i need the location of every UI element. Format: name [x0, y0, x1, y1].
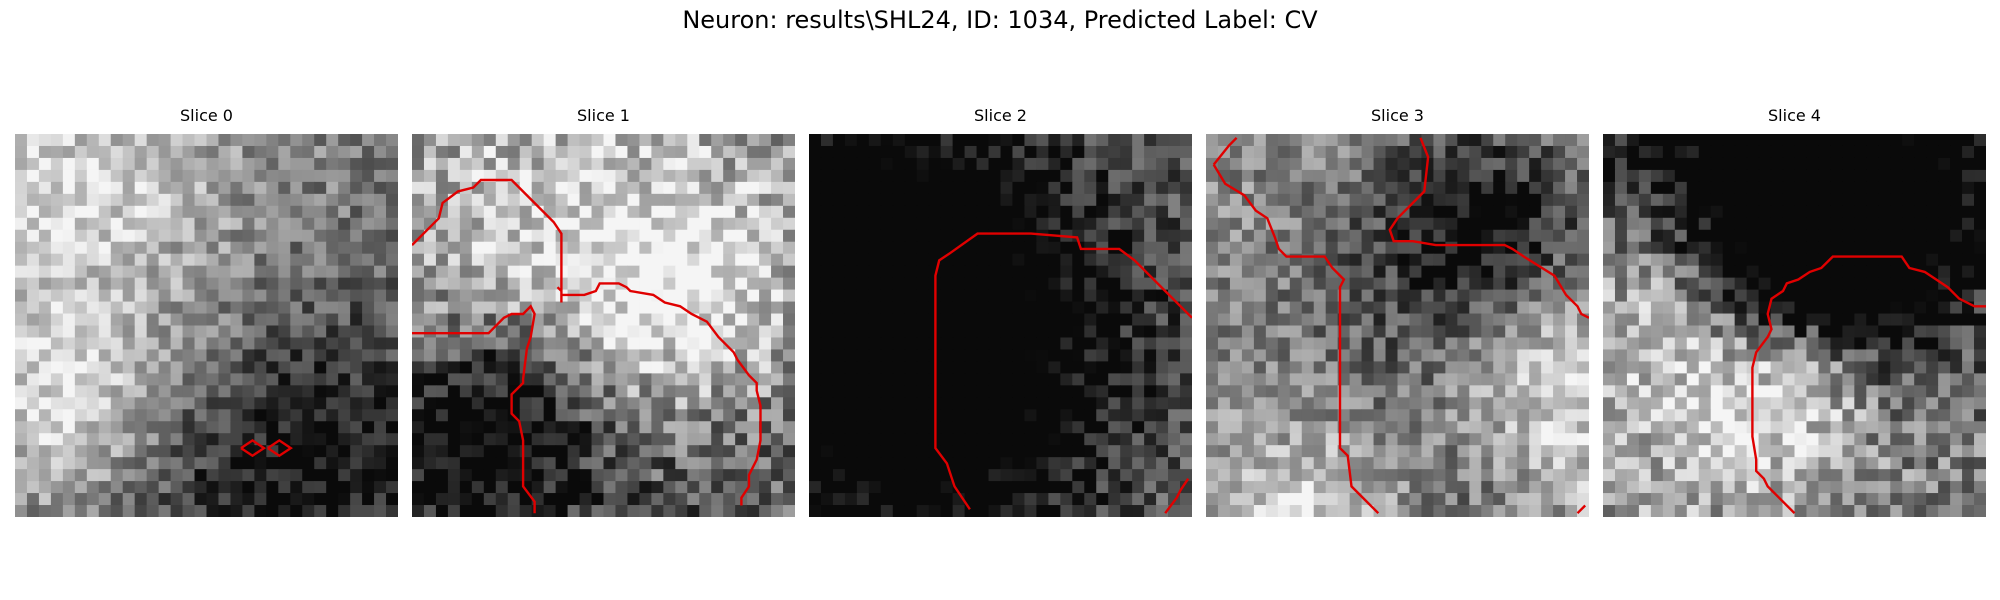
slice-3-pixels: [1206, 134, 1589, 517]
slice-2-svg: [809, 134, 1192, 517]
slice-2-contour-0: [934, 232, 1192, 510]
slice-3-contour-0: [1212, 136, 1238, 166]
slice-0-contour-0: [240, 438, 267, 458]
slice-2-image: [809, 134, 1192, 517]
slice-0-pixels: [15, 134, 398, 517]
slice-0-image: [15, 134, 398, 517]
slice-4-pixels: [1603, 134, 1986, 517]
slice-0-title: Slice 0: [180, 106, 233, 125]
slice-1-pixels: [412, 134, 795, 517]
slice-2-contour-1: [1164, 478, 1190, 514]
slice-1-title: Slice 1: [577, 106, 630, 125]
slice-4-svg: [1603, 134, 1986, 517]
slice-4-contour-0: [1751, 255, 1986, 515]
slice-3-image: [1206, 134, 1589, 517]
slice-0-svg: [15, 134, 398, 517]
slice-3-contour-3: [1576, 504, 1587, 515]
slice-1-contour-0: [412, 178, 762, 506]
figure-title: Neuron: results\SHL24, ID: 1034, Predict…: [682, 6, 1318, 34]
slice-1-contour-1: [412, 304, 536, 514]
slice-3-svg: [1206, 134, 1589, 517]
slice-2-pixels: [809, 134, 1192, 517]
slice-4-title: Slice 4: [1768, 106, 1821, 125]
slice-0-contour-1: [267, 438, 293, 458]
slice-1-svg: [412, 134, 795, 517]
slice-2-title: Slice 2: [974, 106, 1027, 125]
slice-3-contour-1: [1212, 163, 1380, 515]
slice-1-image: [412, 134, 795, 517]
slice-4-image: [1603, 134, 1986, 517]
slice-3-contour-2: [1388, 137, 1589, 319]
slice-3-title: Slice 3: [1371, 106, 1424, 125]
